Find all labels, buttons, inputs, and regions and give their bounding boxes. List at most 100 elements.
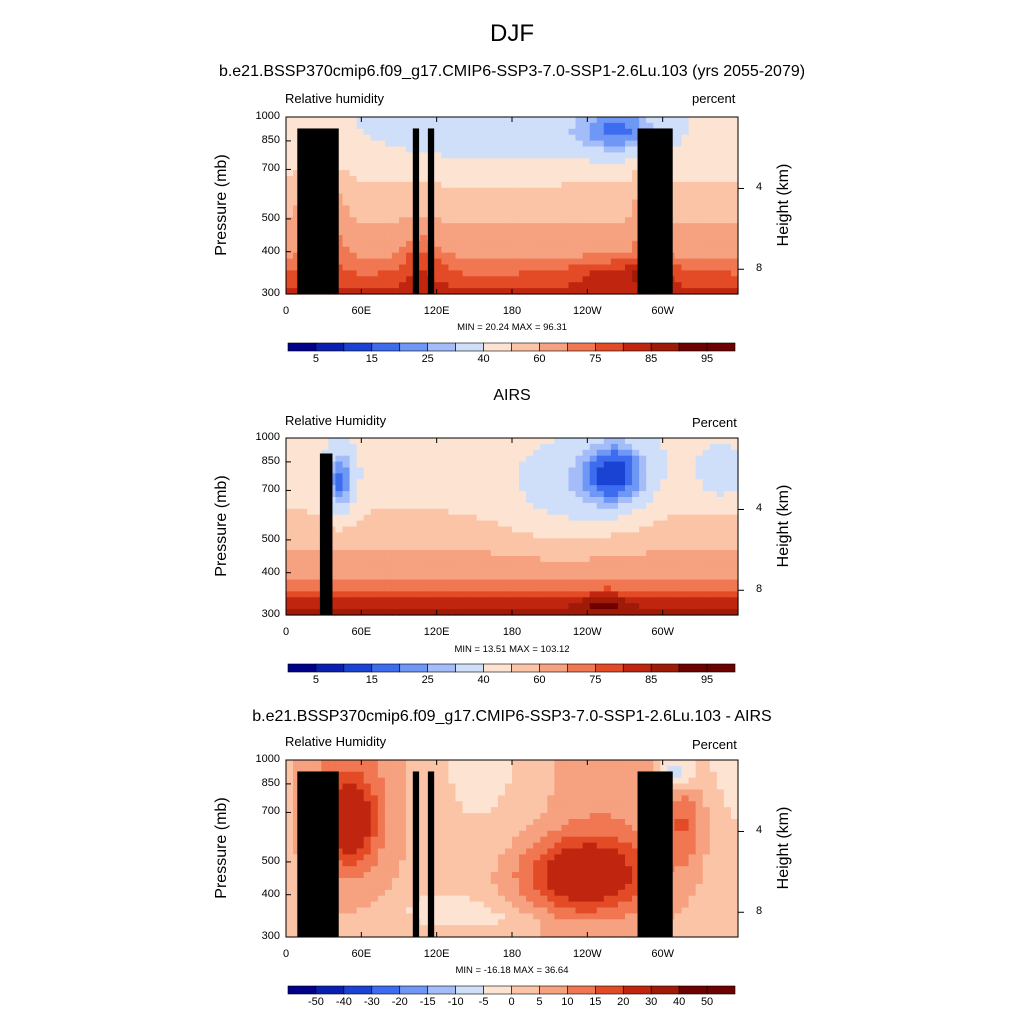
panel1-field-cell [730, 223, 739, 230]
panel1-field-cell [391, 187, 400, 195]
panel2-field-cell [730, 443, 739, 451]
panel2-field-cell [342, 438, 351, 445]
panel1-field-cell [561, 264, 570, 271]
panel2-field-cell [667, 473, 676, 480]
panel1-field-cell [547, 187, 555, 195]
panel1-field-cell [547, 282, 555, 289]
panel1-field-cell [554, 246, 563, 254]
panel1-field-cell [681, 176, 690, 183]
panel2-field-cell [695, 603, 704, 610]
panel1-field-cell [512, 229, 520, 236]
panel2-field-cell [441, 467, 450, 474]
panel3-field-cell [335, 771, 344, 779]
panel2-field-cell [568, 567, 577, 575]
panel2-field-cell [300, 550, 308, 557]
panel2-field-cell [667, 556, 676, 563]
panel3-field-cell [582, 777, 591, 785]
panel2-field-cell [420, 455, 428, 463]
panel1-field-cell [377, 164, 386, 171]
panel1-field-cell [420, 146, 428, 153]
panel3-field-cell [335, 783, 344, 791]
panel2-field-cell [674, 508, 683, 516]
panel1-field-cell [434, 199, 442, 207]
panel2-field-cell [723, 556, 732, 563]
panel2-field-cell [547, 520, 555, 528]
panel2-field-cell [589, 443, 598, 451]
panel1-field-cell [399, 176, 407, 183]
panel2-field-cell [476, 467, 485, 474]
panel2-field-cell [342, 508, 351, 516]
panel3-field-cell [462, 795, 471, 802]
panel2-field-cell [483, 491, 492, 498]
panel3-field-cell [469, 836, 478, 844]
panel1-field-cell [617, 264, 626, 271]
panel2-field-cell [695, 567, 704, 575]
panel2-field-cell [413, 455, 421, 463]
panel2-field-cell [674, 609, 683, 616]
panel2-field-cell [441, 550, 450, 557]
panel1-field-cell [526, 246, 534, 254]
panel3-field-cell [384, 765, 393, 773]
panel2-field-cell [349, 449, 358, 457]
panel3-field-cell [554, 813, 563, 820]
panel2-field-cell [476, 508, 485, 516]
panel1-field-cell [730, 140, 739, 148]
panel2-field-cell [434, 485, 442, 492]
panel3-field-cell [575, 783, 584, 791]
panel2-field-cell [632, 514, 640, 522]
panel2-field-cell [293, 538, 301, 545]
panel2-field-cell [681, 497, 690, 504]
panel2-field-cell [547, 461, 555, 469]
panel1-field-cell [399, 128, 407, 136]
panel2-field-cell [625, 455, 633, 463]
panel2-field-cell [286, 461, 294, 469]
panel2-field-cell [490, 579, 499, 587]
panel2-field-cell [441, 609, 450, 616]
panel3-field-cell [335, 807, 344, 814]
panel1-field-cell [497, 117, 506, 124]
panel3-field-cell [434, 795, 442, 802]
panel2-field-cell [391, 567, 400, 575]
panel1-field-cell [568, 252, 577, 260]
panel1-field-cell [596, 270, 605, 277]
panel1-field-cell [596, 181, 605, 189]
panel1-field-cell [504, 270, 513, 277]
panel2-field-cell [434, 467, 442, 474]
panel2-field-cell [653, 567, 661, 575]
panel1-field-cell [370, 140, 379, 148]
panel2-field-cell [617, 449, 626, 457]
panel3-field-cell [667, 765, 676, 773]
panel2-field-cell [377, 508, 386, 516]
panel2-field-cell [632, 485, 640, 492]
panel1-field-cell [702, 122, 711, 130]
panel1-field-cell [399, 170, 407, 177]
panel1-field-cell [632, 217, 640, 224]
panel1-field-cell [610, 223, 619, 230]
panel2-field-cell [300, 603, 308, 610]
panel2-field-cell [370, 443, 379, 451]
panel1-field-cell [462, 270, 471, 277]
panel2-field-cell [617, 573, 626, 581]
panel1-field-cell [723, 128, 732, 136]
panel2-field-cell [483, 609, 492, 616]
panel3-field-cell [370, 783, 379, 791]
panel1-field-cell [603, 270, 612, 277]
panel3-field-cell [286, 854, 294, 861]
panel1-field-cell [730, 193, 739, 201]
panel2-field-cell [441, 461, 450, 469]
panel2-field-cell [632, 467, 640, 474]
panel2-field-cell [434, 544, 442, 551]
panel1-field-cell [568, 117, 577, 124]
panel2-field-cell [399, 443, 407, 451]
panel2-field-cell [307, 556, 315, 563]
panel2-field-cell [610, 479, 619, 486]
panel1-field-cell [476, 205, 485, 212]
panel3-field-cell [342, 813, 351, 820]
panel1-field-cell [625, 181, 633, 189]
panel2-field-cell [293, 514, 301, 522]
panel1-field-cell [406, 211, 414, 218]
panel3-field-cell [363, 854, 372, 861]
panel1-field-cell [448, 288, 457, 295]
panel3-field-cell [674, 795, 683, 802]
panel1-field-cell [533, 288, 541, 295]
